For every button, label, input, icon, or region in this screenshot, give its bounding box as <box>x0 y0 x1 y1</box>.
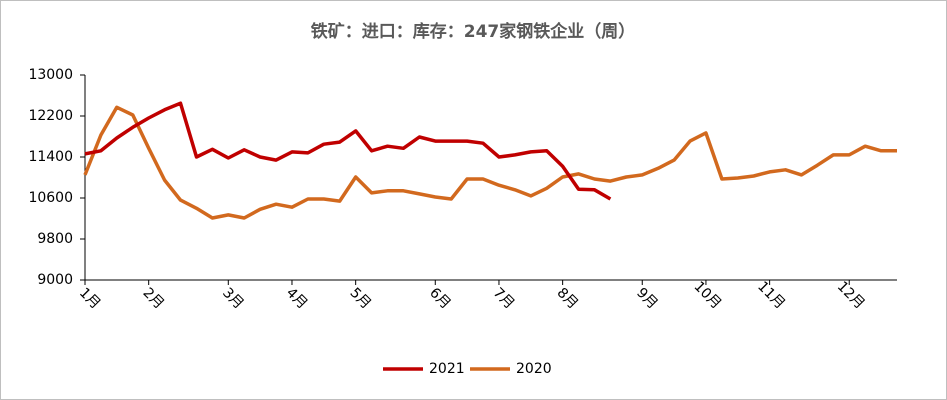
legend-label: 2020 <box>516 361 552 377</box>
y-tick-label: 9000 <box>37 272 73 288</box>
y-tick-label: 13000 <box>28 67 73 83</box>
y-tick-label: 11400 <box>28 149 73 165</box>
legend-label: 2021 <box>429 361 465 377</box>
chart-title: 铁矿：进口：库存：247家钢铁企业（周） <box>311 21 636 42</box>
series-line <box>84 101 612 201</box>
y-tick-label: 10600 <box>28 190 73 206</box>
y-tick-label: 9800 <box>37 231 73 247</box>
series-line <box>83 105 897 220</box>
y-tick-label: 12200 <box>28 108 73 124</box>
